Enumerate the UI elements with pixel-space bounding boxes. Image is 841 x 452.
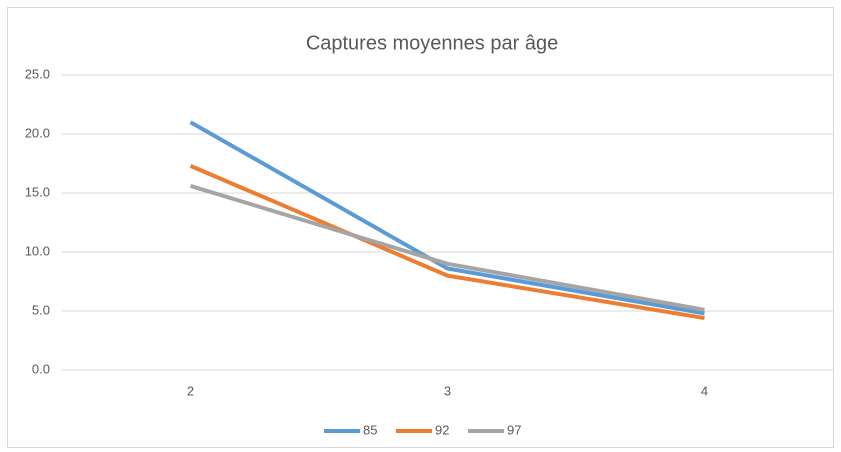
y-tick-label: 20.0 [25, 125, 50, 140]
y-tick-label: 0.0 [32, 361, 50, 376]
x-tick-label: 3 [444, 383, 451, 398]
x-tick-label: 2 [187, 383, 194, 398]
legend-label: 97 [507, 422, 521, 437]
chart-border [7, 7, 834, 448]
y-tick-label: 10.0 [25, 243, 50, 258]
legend-label: 85 [363, 422, 377, 437]
chart-title: Captures moyennes par âge [306, 32, 558, 54]
series-line [189, 164, 705, 321]
y-tick-label: 15.0 [25, 184, 50, 199]
series-line [189, 184, 705, 312]
x-tick-label: 4 [701, 383, 708, 398]
y-tick-label: 5.0 [32, 302, 50, 317]
series-line [189, 120, 705, 316]
legend-label: 92 [435, 422, 449, 437]
y-tick-label: 25.0 [25, 66, 50, 81]
